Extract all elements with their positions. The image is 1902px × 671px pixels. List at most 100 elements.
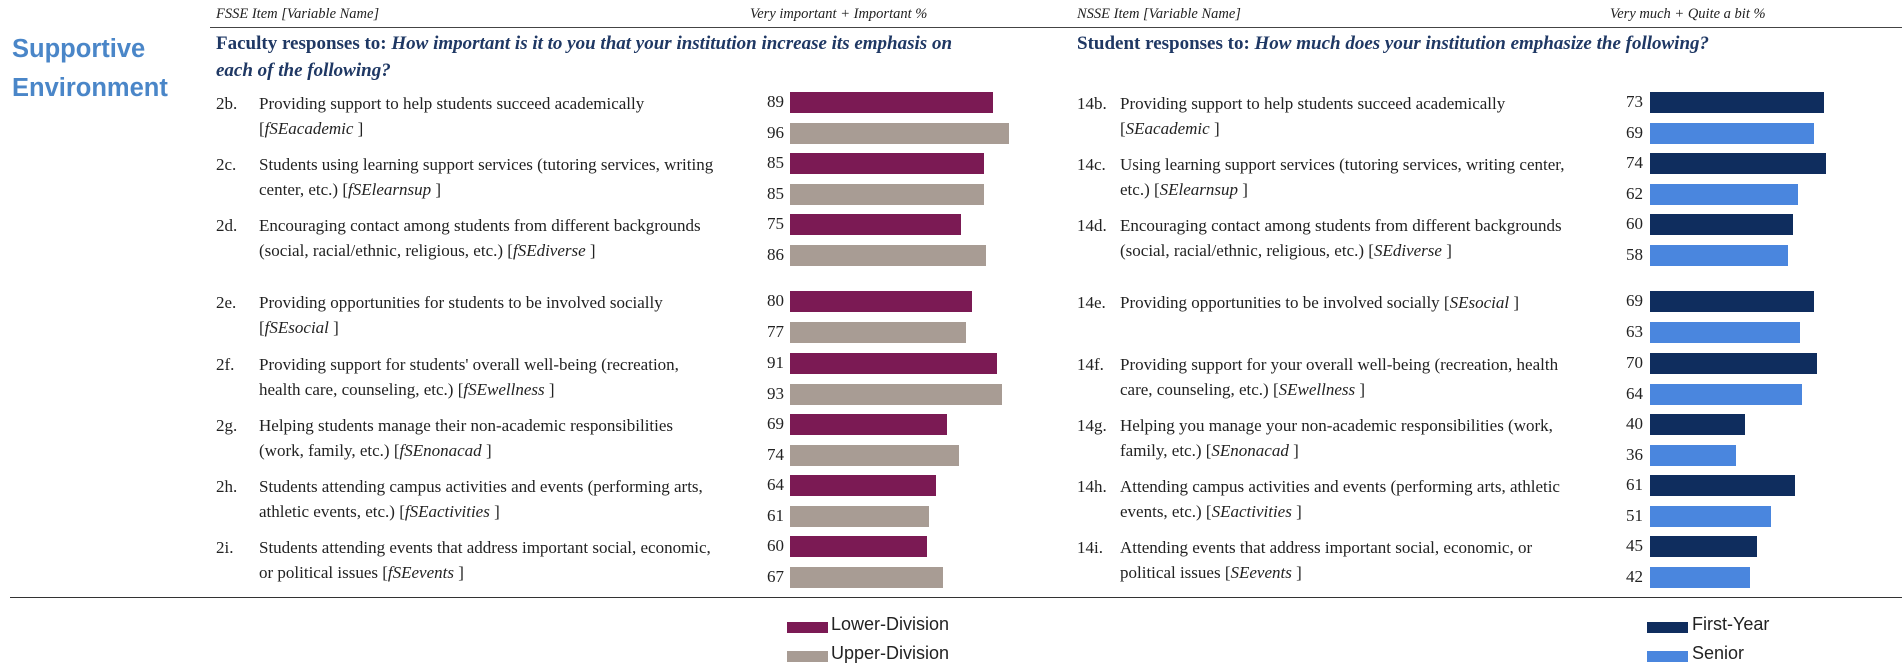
- bottom-rule: [10, 597, 1902, 598]
- faculty-data-label: 96: [767, 123, 784, 142]
- item-variable-name: fSEdiverse: [512, 241, 586, 260]
- item-variable-name: SEnonacad: [1211, 441, 1289, 460]
- student-bar-first-year: [1650, 291, 1814, 312]
- item-number: 2g.: [216, 416, 238, 435]
- student-data-label: 62: [1626, 184, 1643, 203]
- student-bar-senior: [1650, 384, 1802, 405]
- student-bar-first-year: [1650, 475, 1795, 496]
- item-text: Helping students manage their non-academ…: [259, 416, 674, 460]
- item-description: Students attending events that address i…: [259, 538, 711, 582]
- item-number: 2b.: [216, 94, 238, 113]
- faculty-bar-lower-division: [790, 153, 984, 174]
- faculty-data-label: 85: [767, 153, 784, 172]
- faculty-title-question: How important is it to you that your ins…: [216, 33, 953, 81]
- item-number: 2d.: [216, 216, 238, 235]
- nsse-pct-header: Very much + Quite a bit %: [1610, 6, 1766, 22]
- nsse-item-header: NSSE Item [Variable Name]: [1077, 6, 1241, 22]
- student-bar-senior: [1650, 123, 1814, 144]
- student-data-label: 42: [1626, 567, 1643, 586]
- item-variable-name: fSEnonacad: [399, 441, 482, 460]
- faculty-title-prefix: Faculty responses to:: [216, 33, 392, 54]
- legend-swatch-first-year: [1647, 622, 1688, 633]
- faculty-bar-upper-division: [790, 506, 929, 527]
- item-text: Students attending campus activities and…: [259, 477, 703, 521]
- student-data-label: 70: [1626, 353, 1643, 372]
- item-description: Using learning support services (tutorin…: [1120, 155, 1565, 199]
- item-number: 2h.: [216, 477, 238, 496]
- faculty-data-label: 91: [767, 353, 784, 372]
- item-text: Providing support for students' overall …: [259, 355, 679, 399]
- item-number: 2e.: [216, 293, 237, 312]
- faculty-bar-upper-division: [790, 322, 966, 343]
- item-text: Attending events that address important …: [1120, 538, 1533, 582]
- item-text: Providing support for your overall well-…: [1120, 355, 1559, 399]
- item-number: 2c.: [216, 155, 237, 174]
- student-data-label: 74: [1626, 153, 1643, 172]
- item-variable-name: SElearnsup: [1159, 180, 1239, 199]
- item-text: Using learning support services (tutorin…: [1120, 155, 1565, 199]
- legend-label-lower-division: Lower-Division: [831, 614, 950, 634]
- legend-swatch-lower-division: [787, 622, 828, 633]
- student-bar-senior: [1650, 184, 1798, 205]
- item-variable-name: SEsocial: [1449, 293, 1510, 312]
- item-description: Encouraging contact among students from …: [1120, 216, 1562, 260]
- item-variable-name: fSEevents: [387, 563, 454, 582]
- legend-swatch-senior: [1647, 651, 1688, 662]
- faculty-data-label: 75: [767, 214, 784, 233]
- legend-swatch-upper-division: [787, 651, 828, 662]
- student-data-label: 73: [1626, 92, 1643, 111]
- item-variable-name: SEacademic: [1125, 119, 1210, 138]
- faculty-data-label: 69: [767, 414, 784, 433]
- student-title-question: How much does your institution emphasize…: [1254, 33, 1710, 54]
- student-bar-senior: [1650, 445, 1736, 466]
- section-title: Supportive Environment: [12, 35, 168, 102]
- faculty-bar-lower-division: [790, 214, 961, 235]
- faculty-data-label: 67: [767, 567, 784, 586]
- faculty-data-label: 86: [767, 245, 784, 264]
- student-data-label: 63: [1626, 322, 1643, 341]
- student-panel-title: Student responses to: How much does your…: [1077, 30, 1897, 57]
- item-number: 14i.: [1077, 538, 1103, 557]
- item-text: Encouraging contact among students from …: [259, 216, 701, 260]
- item-number: 14e.: [1077, 293, 1106, 312]
- student-bar-first-year: [1650, 414, 1745, 435]
- item-number: 14b.: [1077, 94, 1107, 113]
- item-variable-name: SEactivities: [1211, 502, 1292, 521]
- student-bar-first-year: [1650, 353, 1817, 374]
- item-number: 14d.: [1077, 216, 1107, 235]
- item-description: Attending events that address important …: [1120, 538, 1533, 582]
- item-description: Providing support to help students succe…: [1120, 94, 1506, 113]
- item-description: Helping students manage their non-academ…: [259, 416, 674, 460]
- item-description: Providing opportunities to be involved s…: [1120, 293, 1440, 312]
- fsse-item-header: FSSE Item [Variable Name]: [216, 6, 380, 22]
- item-variable-name: fSEactivities: [404, 502, 490, 521]
- student-data-label: 69: [1626, 291, 1643, 310]
- item-description: Encouraging contact among students from …: [259, 216, 701, 260]
- faculty-data-label: 61: [767, 506, 784, 525]
- item-variable-name: fSElearnsup: [348, 180, 432, 199]
- legend-label-first-year: First-Year: [1692, 614, 1770, 634]
- item-text: Attending campus activities and events (…: [1120, 477, 1560, 521]
- item-text: Providing support to help students succe…: [1120, 94, 1506, 138]
- faculty-data-label: 93: [767, 384, 784, 403]
- faculty-bar-lower-division: [790, 291, 972, 312]
- faculty-data-label: 77: [767, 322, 784, 341]
- faculty-data-label: 89: [767, 92, 784, 111]
- item-text: Providing support to help students succe…: [259, 94, 645, 138]
- faculty-bar-lower-division: [790, 414, 947, 435]
- student-bar-first-year: [1650, 536, 1757, 557]
- faculty-bar-lower-division: [790, 475, 936, 496]
- faculty-bar-lower-division: [790, 536, 927, 557]
- faculty-panel-title: Faculty responses to: How important is i…: [216, 30, 976, 84]
- student-bar-first-year: [1650, 92, 1824, 113]
- item-number: 14h.: [1077, 477, 1107, 496]
- student-bar-first-year: [1650, 153, 1826, 174]
- item-variable-name: fSEwellness: [463, 380, 545, 399]
- student-bar-senior: [1650, 245, 1788, 266]
- item-description: Providing support to help students succe…: [259, 94, 645, 113]
- legend-label-upper-division: Upper-Division: [831, 643, 950, 663]
- faculty-data-label: 64: [767, 475, 784, 494]
- faculty-bar-lower-division: [790, 92, 993, 113]
- student-data-label: 45: [1626, 536, 1643, 555]
- item-number: 14g.: [1077, 416, 1107, 435]
